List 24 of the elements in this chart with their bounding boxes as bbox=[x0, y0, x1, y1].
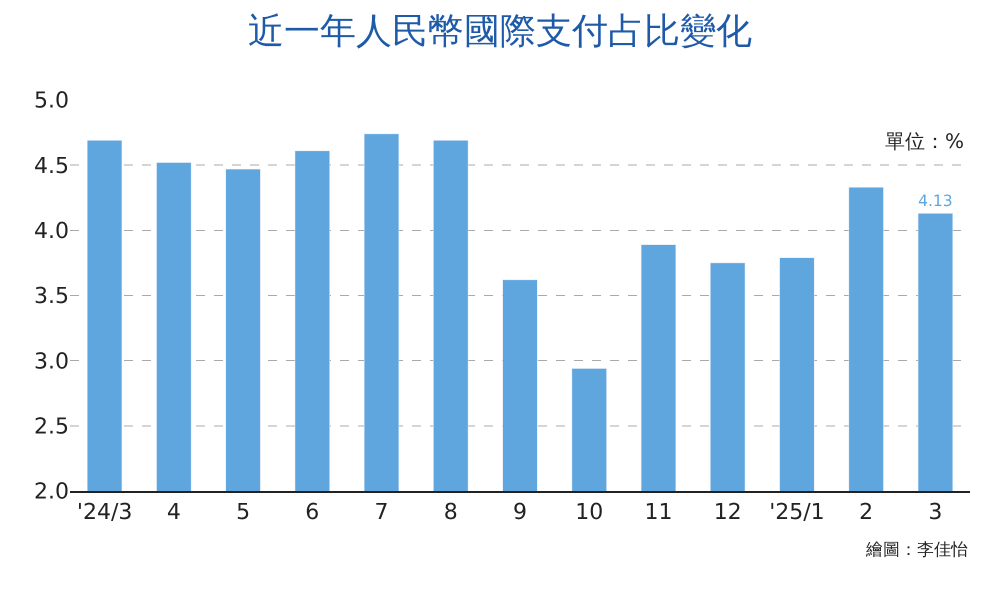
x-tick-label: '25/1 bbox=[769, 500, 825, 526]
data-label: 4.13 bbox=[918, 192, 953, 210]
chart-title: 近一年人民幣國際支付占比變化 bbox=[248, 10, 752, 52]
y-tick-label: 4.0 bbox=[34, 219, 69, 244]
x-tick-label: 8 bbox=[444, 500, 458, 526]
x-tick-label: 7 bbox=[374, 500, 389, 526]
annotation: 單位：% bbox=[885, 129, 964, 153]
x-tick-label: 3 bbox=[928, 500, 942, 526]
x-tick-label: 9 bbox=[513, 500, 527, 526]
y-tick-label: 3.0 bbox=[34, 349, 69, 374]
y-tick-label: 4.5 bbox=[34, 154, 69, 179]
x-tick-label: 10 bbox=[575, 500, 604, 526]
y-tick-label: 3.5 bbox=[34, 284, 69, 310]
x-tick-label: 4 bbox=[166, 500, 181, 526]
x-tick-label: '24/3 bbox=[76, 500, 132, 526]
x-tick-label: 6 bbox=[305, 500, 320, 526]
x-tick-label: 11 bbox=[644, 500, 672, 526]
y-tick-label: 2.5 bbox=[34, 414, 69, 440]
x-tick-label: 12 bbox=[714, 500, 742, 526]
x-tick-label: 2 bbox=[859, 500, 874, 526]
x-tick-label: 5 bbox=[236, 500, 250, 526]
text: 繪圖：李佳怡 bbox=[865, 540, 968, 560]
y-tick-label: 2.0 bbox=[34, 480, 69, 505]
y-tick-label: 5.0 bbox=[34, 88, 69, 114]
